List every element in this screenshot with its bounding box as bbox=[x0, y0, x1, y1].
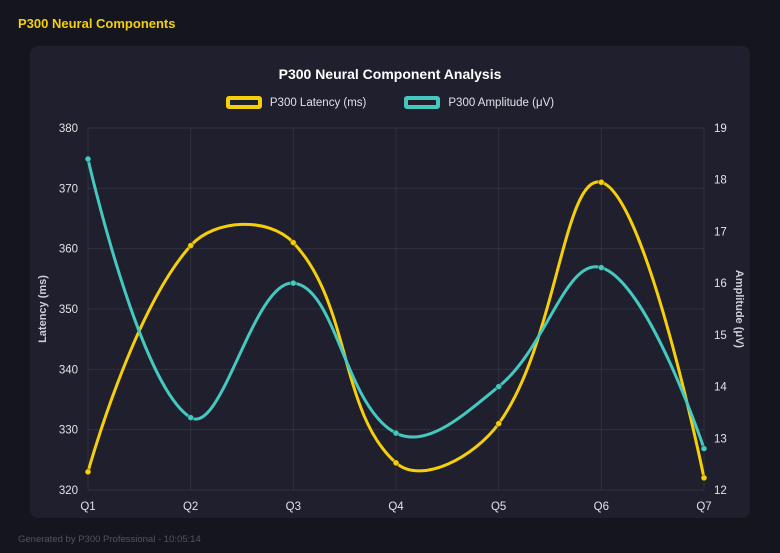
data-point-p300-latency-ms-Q7[interactable] bbox=[700, 474, 708, 482]
y-axis-right-title: Amplitude (μV) bbox=[733, 270, 745, 349]
chart-panel: P300 Neural Component Analysis P300 Late… bbox=[30, 46, 750, 518]
data-point-p300-latency-ms-Q2[interactable] bbox=[187, 242, 195, 250]
legend-swatch-latency-icon bbox=[225, 96, 262, 109]
data-point-p300-latency-ms-Q3[interactable] bbox=[289, 239, 297, 247]
legend-label-latency: P300 Latency (ms) bbox=[269, 96, 367, 109]
data-point-p300-amplitude-v-Q3[interactable] bbox=[289, 279, 297, 287]
data-point-p300-latency-ms-Q6[interactable] bbox=[597, 178, 605, 186]
x-axis-labels: Q1 Q2 Q3 Q4 Q5 Q6 Q7 bbox=[80, 501, 711, 513]
data-point-p300-amplitude-v-Q7[interactable] bbox=[700, 445, 708, 453]
svg-text:12: 12 bbox=[714, 485, 727, 497]
series-p300-latency-ms bbox=[84, 178, 708, 482]
svg-text:16: 16 bbox=[714, 278, 727, 290]
data-point-p300-amplitude-v-Q6[interactable] bbox=[597, 264, 605, 272]
data-point-p300-amplitude-v-Q5[interactable] bbox=[495, 383, 503, 391]
svg-text:Q1: Q1 bbox=[80, 501, 95, 513]
svg-text:13: 13 bbox=[714, 433, 727, 445]
svg-text:370: 370 bbox=[59, 183, 78, 195]
svg-text:Q4: Q4 bbox=[388, 501, 404, 513]
svg-text:15: 15 bbox=[714, 330, 727, 342]
svg-text:Q2: Q2 bbox=[183, 501, 198, 513]
svg-text:360: 360 bbox=[59, 244, 78, 256]
series-p300-amplitude-v bbox=[84, 155, 708, 453]
data-point-p300-latency-ms-Q4[interactable] bbox=[392, 459, 400, 467]
svg-text:Q7: Q7 bbox=[696, 501, 711, 513]
data-point-p300-amplitude-v-Q2[interactable] bbox=[187, 414, 195, 422]
svg-text:17: 17 bbox=[714, 226, 727, 238]
y-axis-right-ticks: 19 18 17 16 15 14 13 12 bbox=[714, 123, 727, 497]
legend-swatch-amplitude-icon bbox=[404, 96, 441, 109]
svg-text:380: 380 bbox=[59, 123, 78, 135]
data-point-p300-amplitude-v-Q1[interactable] bbox=[84, 155, 92, 163]
svg-text:330: 330 bbox=[59, 425, 78, 437]
svg-text:Q3: Q3 bbox=[286, 501, 301, 513]
chart-title: P300 Neural Component Analysis bbox=[278, 66, 502, 82]
svg-text:350: 350 bbox=[59, 304, 78, 316]
svg-text:14: 14 bbox=[714, 382, 727, 394]
legend-item-latency[interactable]: P300 Latency (ms) bbox=[225, 96, 367, 109]
data-point-p300-amplitude-v-Q4[interactable] bbox=[392, 429, 400, 437]
y-axis-left-ticks: 380 370 360 350 340 330 320 bbox=[59, 123, 78, 497]
svg-text:19: 19 bbox=[714, 123, 727, 135]
y-axis-left-title: Latency (ms) bbox=[37, 275, 49, 343]
svg-text:320: 320 bbox=[59, 485, 78, 497]
data-point-p300-latency-ms-Q5[interactable] bbox=[495, 420, 503, 428]
legend-item-amplitude[interactable]: P300 Amplitude (μV) bbox=[404, 96, 554, 109]
footer-text: Generated by P300 Professional - 10:05:1… bbox=[18, 534, 201, 545]
svg-text:Q6: Q6 bbox=[594, 501, 609, 513]
svg-text:Q5: Q5 bbox=[491, 501, 506, 513]
svg-text:18: 18 bbox=[714, 175, 727, 187]
page-title: P300 Neural Components bbox=[18, 16, 176, 31]
chart-grid bbox=[87, 127, 705, 491]
svg-text:340: 340 bbox=[59, 364, 78, 376]
data-point-p300-latency-ms-Q1[interactable] bbox=[84, 468, 92, 476]
legend-label-amplitude: P300 Amplitude (μV) bbox=[448, 96, 555, 109]
chart-legend: P300 Latency (ms) P300 Amplitude (μV) bbox=[30, 96, 750, 109]
